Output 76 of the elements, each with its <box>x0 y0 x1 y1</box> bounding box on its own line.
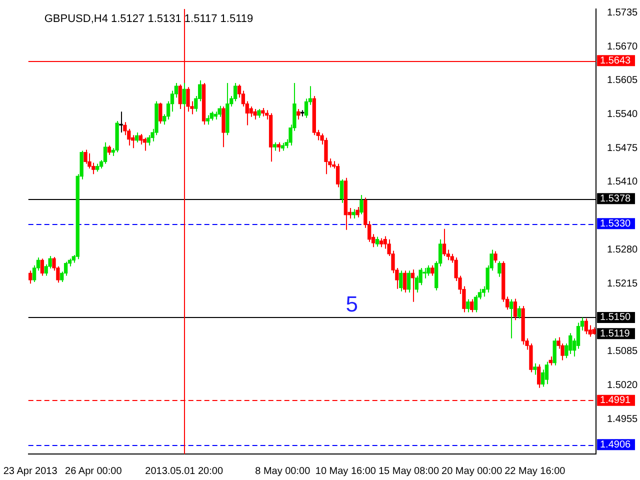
x-tick-label: 22 May 16:00 <box>504 466 566 477</box>
candlestick <box>134 132 139 143</box>
candlestick <box>119 111 123 133</box>
candlestick <box>375 236 380 248</box>
candlestick <box>544 361 549 385</box>
candlestick <box>533 362 537 376</box>
candlestick <box>584 318 588 335</box>
y-tick-label: 1.5410 <box>607 176 638 188</box>
candlestick <box>474 294 478 313</box>
x-tick-label: 10 May 16:00 <box>315 466 376 477</box>
x-tick-label: 2013.05.01 20:00 <box>145 466 224 477</box>
candlestick <box>158 102 162 124</box>
y-tick-label: 1.5475 <box>607 142 638 154</box>
candlestick <box>430 264 434 276</box>
candlestick <box>509 298 514 339</box>
y-tick-label: 1.5215 <box>607 278 638 290</box>
ref-line-label: 1.5330 <box>600 218 632 230</box>
ref-line-label: 1.4991 <box>600 395 632 406</box>
candlestick <box>422 267 426 279</box>
y-tick-label: 1.5020 <box>607 380 638 391</box>
y-tick-label: 1.5605 <box>607 75 638 86</box>
ref-line-label: 1.4906 <box>600 439 632 450</box>
candlestick <box>253 108 257 120</box>
candlestick <box>336 163 340 188</box>
text: 1.5119 <box>600 328 630 340</box>
candlestick <box>218 105 222 118</box>
candlestick <box>517 306 521 320</box>
candlestick <box>123 122 127 136</box>
annotation: 5 <box>346 292 358 317</box>
candlestick <box>360 194 364 215</box>
candlestick <box>568 332 572 354</box>
y-tick-label: 1.5735 <box>607 7 638 18</box>
ref-line-label: 1.5643 <box>600 55 632 66</box>
ref-line-label: 1.5378 <box>600 193 632 204</box>
candlestick <box>552 338 556 366</box>
x-tick-label: 15 May 08:00 <box>378 466 440 477</box>
candlestick <box>426 264 430 276</box>
y-tick-label: 1.4955 <box>607 414 638 425</box>
candlestick <box>146 134 150 146</box>
x-tick-label: 23 Apr 2013 <box>3 466 58 477</box>
candlestick <box>352 208 356 219</box>
x-tick-label: 26 Apr 00:00 <box>65 466 122 477</box>
candlestick <box>324 137 328 175</box>
candlestick <box>182 82 186 107</box>
candlestick <box>28 270 32 284</box>
candlestick <box>107 145 112 156</box>
y-tick-label: 1.5670 <box>607 41 638 52</box>
candlestick <box>138 134 143 145</box>
y-tick-label: 1.5085 <box>607 346 638 358</box>
candlestick <box>40 258 44 276</box>
candlestick <box>494 250 498 264</box>
candlestick <box>406 270 411 293</box>
candlestick <box>276 142 281 152</box>
candlestick <box>410 269 415 302</box>
y-tick-label: 1.5280 <box>607 244 638 256</box>
candlestick <box>178 84 182 110</box>
candlestick <box>304 98 308 118</box>
candlestick <box>402 270 407 293</box>
candlestick <box>206 114 210 126</box>
candlestick <box>470 298 474 313</box>
candlestick <box>356 206 360 218</box>
candlestick <box>340 178 344 204</box>
x-tick-label: 8 May 00:00 <box>255 466 311 477</box>
y-tick-label: 1.5540 <box>607 109 638 120</box>
x-tick-label: 20 May 00:00 <box>442 466 503 477</box>
candlestick <box>498 260 502 278</box>
candlestick <box>249 106 253 118</box>
candlestick <box>399 270 403 292</box>
candlestick <box>513 298 518 321</box>
candlestick <box>442 228 446 256</box>
ref-line-label: 1.5150 <box>600 312 632 324</box>
candlestick <box>103 142 108 164</box>
candlestick <box>84 149 88 164</box>
candlestick <box>466 298 470 313</box>
candlestick <box>537 364 541 388</box>
chart-title: GBPUSD,H4 1.5127 1.5131 1.5117 1.5119 <box>44 13 254 26</box>
